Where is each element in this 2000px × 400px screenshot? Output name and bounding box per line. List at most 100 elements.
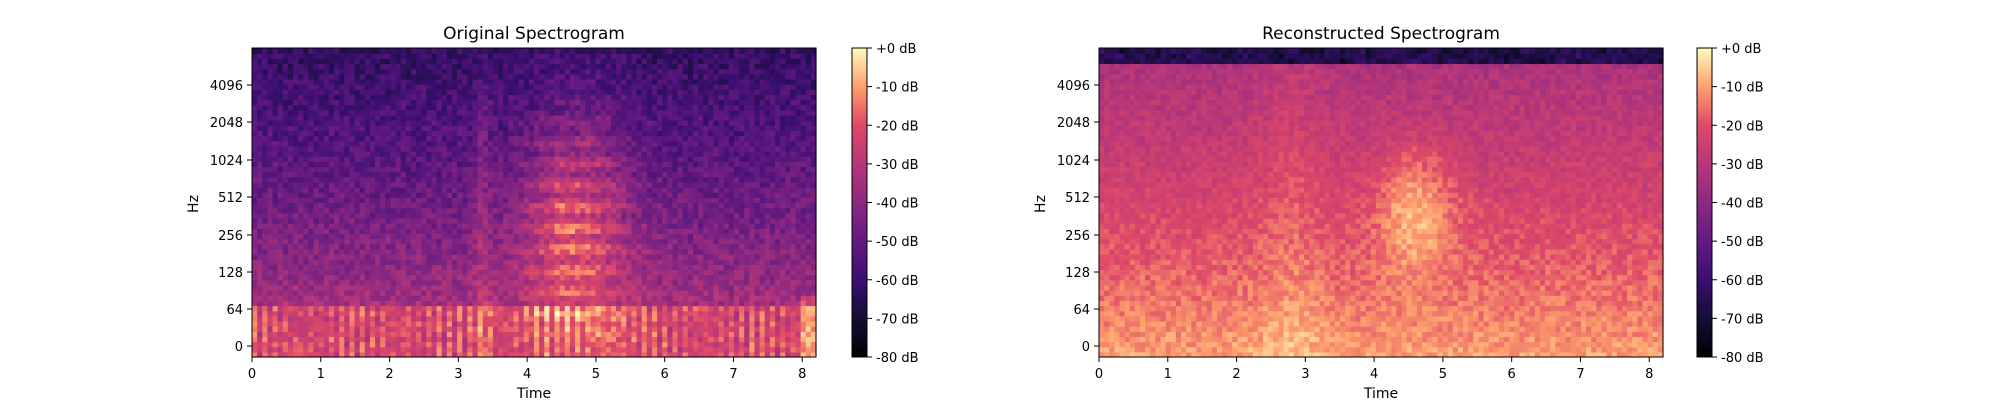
heatmap-cell bbox=[733, 202, 740, 209]
heatmap-cell bbox=[621, 254, 627, 260]
heatmap-cell bbox=[492, 130, 499, 137]
heatmap-cell bbox=[718, 176, 725, 183]
heatmap-cell bbox=[636, 310, 643, 317]
heatmap-cell bbox=[744, 135, 750, 142]
heatmap-cell bbox=[272, 130, 279, 137]
heatmap-cell bbox=[759, 145, 766, 152]
heatmap-cell bbox=[313, 315, 320, 322]
heatmap-cell bbox=[677, 161, 684, 168]
heatmap-cell bbox=[682, 269, 689, 276]
heatmap-cell bbox=[692, 192, 699, 198]
heatmap-cell bbox=[457, 279, 463, 286]
heatmap-cell bbox=[646, 259, 653, 265]
heatmap-cell bbox=[390, 223, 397, 229]
heatmap-cell bbox=[569, 156, 576, 162]
heatmap-cell bbox=[498, 197, 504, 204]
heatmap-cell bbox=[339, 197, 345, 204]
heatmap-cell bbox=[682, 279, 689, 286]
heatmap-cell bbox=[728, 269, 735, 276]
heatmap-cell bbox=[626, 151, 633, 157]
heatmap-cell bbox=[790, 166, 797, 173]
heatmap-cell bbox=[287, 187, 294, 193]
heatmap-cell bbox=[513, 140, 520, 147]
heatmap-cell bbox=[662, 156, 668, 162]
heatmap-cell bbox=[349, 207, 356, 214]
heatmap-cell bbox=[487, 320, 494, 327]
heatmap-cell bbox=[559, 331, 566, 337]
heatmap-cell bbox=[339, 305, 345, 312]
heatmap-cell bbox=[477, 259, 484, 265]
heatmap-cell bbox=[810, 181, 817, 188]
heatmap-cell bbox=[641, 145, 648, 152]
heatmap-cell bbox=[646, 228, 653, 234]
heatmap-cell bbox=[534, 274, 540, 281]
heatmap-cell bbox=[549, 320, 556, 327]
heatmap-cell bbox=[508, 274, 515, 281]
heatmap-cell bbox=[482, 284, 489, 291]
heatmap-cell bbox=[805, 269, 812, 276]
heatmap-cell bbox=[487, 233, 494, 240]
heatmap-cell bbox=[400, 197, 407, 204]
heatmap-cell bbox=[252, 326, 258, 332]
heatmap-cell bbox=[323, 310, 330, 317]
heatmap-cell bbox=[528, 248, 535, 255]
heatmap-cell bbox=[785, 197, 791, 204]
heatmap-cell bbox=[323, 269, 330, 276]
heatmap-cell bbox=[436, 269, 443, 276]
heatmap-cell bbox=[405, 269, 412, 276]
heatmap-cell bbox=[549, 295, 556, 301]
heatmap-cell bbox=[785, 223, 791, 229]
heatmap-cell bbox=[605, 223, 612, 229]
heatmap-cell bbox=[539, 279, 545, 286]
heatmap-cell bbox=[472, 192, 479, 198]
heatmap-cell bbox=[549, 331, 556, 337]
heatmap-cell bbox=[431, 243, 438, 250]
heatmap-cell bbox=[462, 264, 468, 271]
heatmap-cell bbox=[559, 202, 566, 209]
heatmap-cell bbox=[774, 305, 781, 312]
heatmap-cell bbox=[421, 279, 427, 286]
heatmap-cell bbox=[692, 156, 699, 162]
heatmap-cell bbox=[800, 176, 807, 183]
heatmap-cell bbox=[395, 320, 402, 327]
heatmap-cell bbox=[498, 346, 504, 353]
heatmap-cell bbox=[549, 243, 556, 250]
heatmap-cell bbox=[344, 300, 351, 307]
heatmap-cell bbox=[390, 315, 397, 322]
heatmap-cell bbox=[344, 145, 351, 152]
heatmap-cell bbox=[492, 181, 499, 188]
heatmap-cell bbox=[308, 166, 315, 173]
heatmap-cell bbox=[400, 151, 407, 157]
heatmap-cell bbox=[780, 320, 786, 327]
heatmap-cell bbox=[621, 233, 627, 240]
heatmap-cell bbox=[641, 202, 648, 209]
heatmap-cell bbox=[728, 223, 735, 229]
heatmap-cell bbox=[554, 217, 561, 224]
heatmap-cell bbox=[569, 212, 576, 219]
heatmap-cell bbox=[472, 217, 479, 224]
heatmap-cell bbox=[339, 228, 345, 234]
heatmap-cell bbox=[328, 135, 335, 142]
heatmap-cell bbox=[569, 145, 576, 152]
heatmap-cell bbox=[375, 171, 381, 178]
heatmap-cell bbox=[754, 207, 761, 214]
heatmap-cell bbox=[385, 341, 392, 348]
heatmap-cell bbox=[718, 130, 725, 137]
heatmap-cell bbox=[626, 254, 633, 260]
heatmap-cell bbox=[646, 336, 653, 343]
heatmap-cell bbox=[780, 336, 786, 343]
heatmap-cell bbox=[405, 326, 412, 332]
heatmap-cell bbox=[785, 254, 791, 260]
heatmap-cell bbox=[528, 161, 535, 168]
heatmap-cell bbox=[795, 331, 802, 337]
heatmap-cell bbox=[682, 238, 689, 245]
heatmap-cell bbox=[472, 120, 479, 126]
heatmap-cell bbox=[595, 305, 602, 312]
heatmap-cell bbox=[395, 295, 402, 301]
heatmap-cell bbox=[795, 320, 802, 327]
heatmap-cell bbox=[703, 166, 709, 173]
heatmap-cell bbox=[769, 264, 776, 271]
heatmap-cell bbox=[431, 212, 438, 219]
heatmap-cell bbox=[662, 187, 668, 193]
heatmap-cell bbox=[421, 161, 427, 168]
